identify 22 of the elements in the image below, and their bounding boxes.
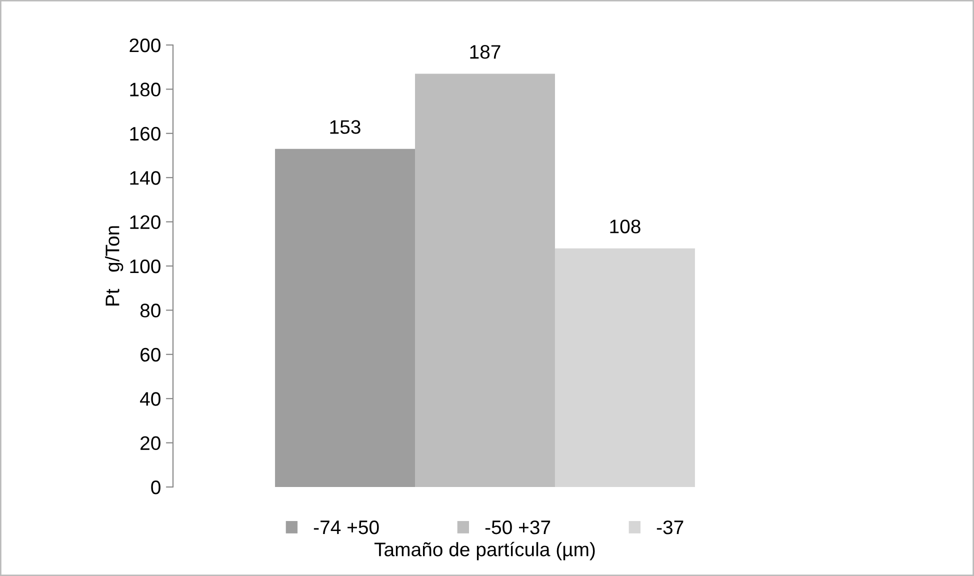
data-label: 187 (470, 45, 500, 59)
legend-label: -74 +50 (314, 520, 379, 534)
y-tick-label: 40 (140, 392, 160, 406)
y-tick-label: 100 (130, 259, 160, 274)
y-tick-label: 140 (130, 171, 160, 185)
y-tick-label: 200 (130, 38, 160, 52)
bar (275, 148, 416, 487)
bar (554, 248, 695, 487)
y-tick-label: 160 (130, 126, 160, 141)
y-tick-label: 0 (151, 480, 160, 494)
data-label: 108 (610, 220, 640, 234)
y-tick-label: 20 (140, 436, 160, 450)
data-label: 153 (330, 120, 360, 134)
y-tick-label: 80 (140, 304, 160, 318)
bar (415, 74, 555, 487)
y-tick-label: 180 (130, 82, 160, 96)
legend-label: -50 +37 (485, 520, 550, 534)
legend-label: -37 (656, 520, 684, 534)
x-axis-title: Tamaño de partícula (µm) (374, 542, 595, 560)
y-tick-label: 60 (140, 348, 160, 362)
y-tick-label: 120 (130, 215, 160, 230)
y-axis-title: Pt g/Ton (105, 226, 124, 306)
